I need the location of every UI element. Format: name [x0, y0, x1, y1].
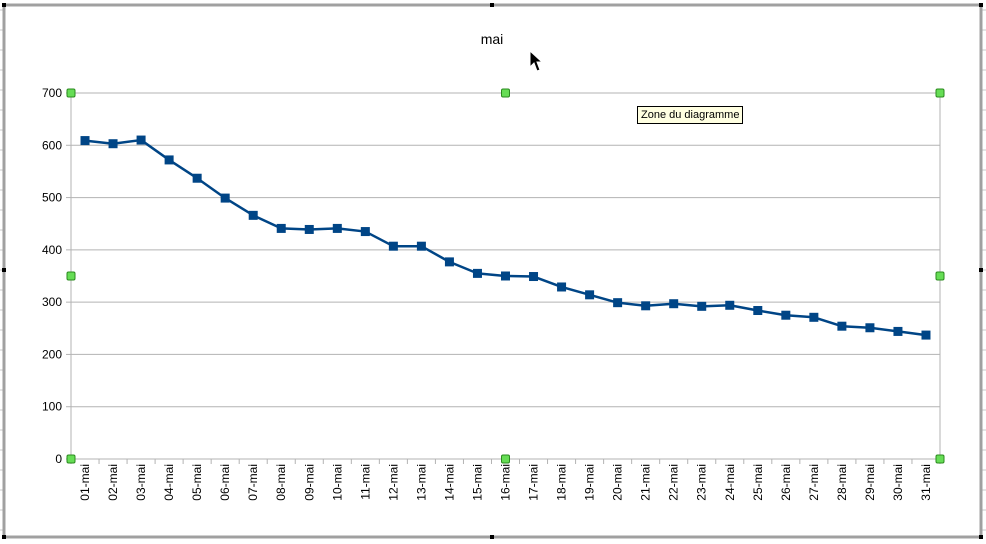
x-tick-label: 15-mai: [470, 464, 484, 501]
selection-handles[interactable]: [66, 88, 945, 464]
border-handle: [979, 3, 983, 7]
data-point-marker: [529, 272, 539, 282]
data-point-marker: [304, 224, 314, 234]
data-point-marker: [585, 290, 595, 300]
x-tick-label: 20-mai: [611, 464, 625, 501]
data-point-marker: [332, 223, 342, 233]
x-tick-label: 08-mai: [274, 464, 288, 501]
x-tick-label: 05-mai: [190, 464, 204, 501]
data-point-marker: [921, 330, 931, 340]
x-tick-label: 16-mai: [499, 464, 513, 501]
x-tick-label: 27-mai: [807, 464, 821, 501]
border-handle: [979, 268, 983, 272]
x-tick-label: 22-mai: [667, 464, 681, 501]
data-point-marker: [136, 135, 146, 145]
selection-handle: [66, 454, 76, 464]
x-tick-label: 26-mai: [779, 464, 793, 501]
x-tick-label: 13-mai: [414, 464, 428, 501]
border-handle: [2, 3, 6, 7]
data-point-marker: [80, 136, 90, 146]
x-tick-label: 06-mai: [218, 464, 232, 501]
y-tick-label: 700: [42, 86, 62, 100]
x-tick-label: 30-mai: [891, 464, 905, 501]
x-tick-label: 03-mai: [134, 464, 148, 501]
selection-handle: [935, 454, 945, 464]
data-point-marker: [865, 323, 875, 333]
data-point-marker: [192, 173, 202, 183]
x-tick-label: 01-mai: [78, 464, 92, 501]
data-point-marker: [416, 241, 426, 251]
border-handle: [979, 535, 983, 539]
x-tick-label: 18-mai: [555, 464, 569, 501]
data-point-marker: [893, 326, 903, 336]
x-tick-label: 28-mai: [835, 464, 849, 501]
data-point-marker: [669, 299, 679, 309]
data-point-marker: [641, 301, 651, 311]
data-point-marker: [501, 271, 510, 281]
data-point-marker: [809, 312, 819, 322]
x-tick-label: 23-mai: [695, 464, 709, 501]
selection-handle: [935, 88, 945, 98]
x-tick-label: 11-mai: [358, 464, 372, 500]
data-point-marker: [248, 210, 258, 220]
series-group[interactable]: [80, 135, 931, 340]
x-tick-label: 17-mai: [527, 464, 541, 501]
x-tick-label: 24-mai: [723, 464, 737, 501]
x-tick-label: 19-mai: [583, 464, 597, 501]
border-handle: [490, 535, 494, 539]
x-tick-label: 02-mai: [106, 464, 120, 501]
data-point-marker: [697, 301, 707, 311]
data-point-marker: [164, 155, 174, 165]
data-point-marker: [781, 310, 791, 320]
x-tick-label: 29-mai: [863, 464, 877, 501]
data-point-marker: [220, 193, 230, 203]
data-point-marker: [837, 321, 847, 331]
data-point-marker: [472, 268, 482, 278]
x-tick-label: 07-mai: [246, 464, 260, 501]
border-handle: [2, 535, 6, 539]
y-tick-label: 0: [55, 452, 62, 466]
y-tick-label: 300: [42, 295, 62, 309]
data-point-marker: [725, 300, 735, 310]
data-point-marker: [276, 223, 286, 233]
tooltip-zone-du-diagramme: Zone du diagramme: [637, 106, 744, 124]
selection-handle: [66, 88, 76, 98]
selection-handle: [501, 88, 510, 98]
y-tick-label: 200: [42, 347, 62, 361]
y-axis-tick-labels: 0 100 200 300 400 500 600 700: [42, 86, 62, 466]
selection-handle: [501, 454, 510, 464]
selection-handle: [935, 271, 945, 281]
x-tick-label: 09-mai: [302, 464, 316, 501]
x-tick-label: 10-mai: [330, 464, 344, 501]
y-tick-label: 500: [42, 191, 62, 205]
mouse-pointer-icon: [529, 50, 544, 72]
data-point-marker: [108, 139, 118, 149]
border-handle: [490, 3, 494, 7]
selection-handle: [66, 271, 76, 281]
y-tick-label: 400: [42, 243, 62, 257]
data-point-marker: [753, 306, 763, 316]
x-axis-tick-labels: 01-mai 02-mai 03-mai 04-mai 05-mai 06-mai 07-m…: [78, 464, 933, 501]
data-point-marker: [444, 257, 454, 267]
border-handle: [2, 268, 6, 272]
x-tick-label: 31-mai: [919, 464, 933, 501]
data-point-marker: [360, 227, 370, 237]
chart-gridlines: [66, 92, 941, 464]
chart-border: [2, 3, 983, 539]
y-tick-label: 100: [42, 400, 62, 414]
y-tick-label: 600: [42, 138, 62, 152]
data-point-marker: [557, 282, 567, 292]
data-point-marker: [613, 298, 623, 308]
chart-title[interactable]: mai: [481, 31, 504, 47]
chart-frame: [0, 3, 986, 539]
x-tick-label: 14-mai: [442, 464, 456, 501]
x-tick-label: 12-mai: [386, 464, 400, 501]
x-tick-label: 25-mai: [751, 464, 765, 501]
x-tick-label: 04-mai: [162, 464, 176, 501]
data-point-marker: [388, 241, 398, 251]
x-tick-label: 21-mai: [639, 464, 653, 501]
